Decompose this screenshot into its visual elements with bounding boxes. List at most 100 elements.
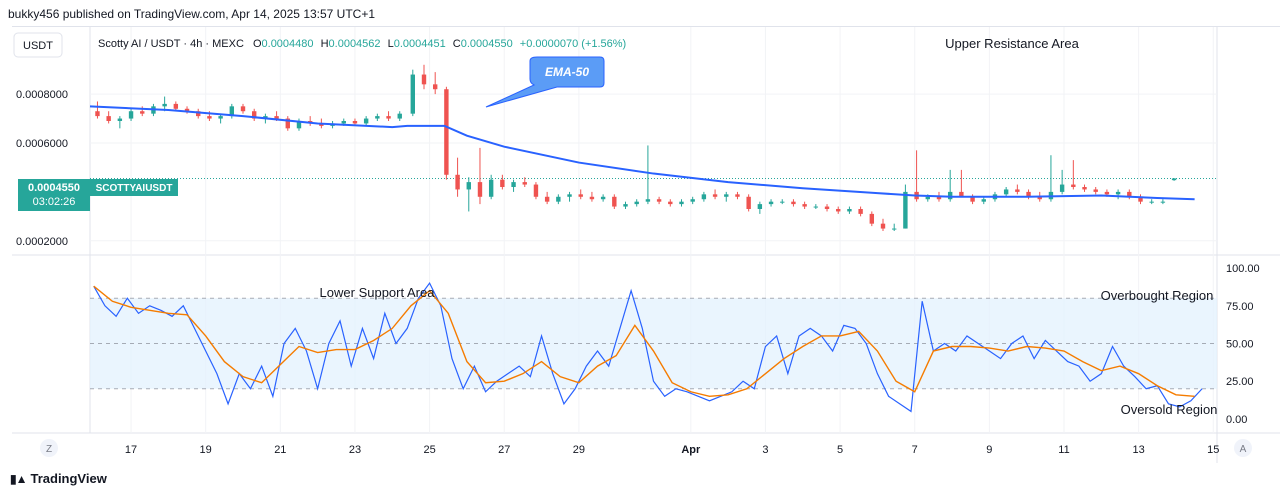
close-label: C (453, 38, 461, 50)
rsi-axis: 0.00 25.00 50.00 75.00 100.00 (1226, 263, 1260, 426)
price-tick-label: 0.0008000 (16, 89, 68, 101)
current-price-value: 0.0004550 (28, 182, 80, 194)
candle-body (1026, 191, 1031, 197)
candle-body (240, 106, 246, 112)
close-value: 0.0004550 (461, 38, 513, 50)
candle-body (813, 206, 819, 208)
open-label: O (253, 38, 262, 50)
ticker-badge[interactable]: SCOTTYAIUSDT (90, 179, 178, 196)
candle-body (847, 209, 852, 212)
candle-body (578, 194, 583, 197)
time-tick-label: 7 (912, 444, 918, 456)
candle-body (421, 74, 427, 85)
rsi-tick-label: 75.00 (1226, 301, 1254, 313)
countdown-timer: 03:02:26 (33, 196, 76, 208)
candle-body (455, 174, 460, 190)
candle-body (1071, 184, 1076, 187)
time-tick-label: 29 (573, 444, 585, 456)
currency-button[interactable] (13, 32, 63, 58)
tradingview-logo[interactable]: ▮▲ TradingView (10, 471, 107, 486)
candle-body (567, 194, 572, 197)
candle-body (757, 204, 763, 209)
candle-body (477, 182, 483, 197)
rsi-tick-label: 50.00 (1226, 338, 1254, 350)
candle-body (140, 111, 145, 114)
z-button-label: Z (46, 444, 52, 455)
ema-callout-label: EMA-50 (545, 65, 589, 79)
price-axis: 0.0002000 0.0006000 0.0008000 (16, 89, 68, 248)
candle-body (544, 196, 550, 202)
currency-button-label: USDT (23, 40, 53, 52)
upper-resistance-label[interactable]: Upper Resistance Area (945, 36, 1079, 51)
candle-body (1127, 191, 1132, 197)
candle-body (444, 89, 449, 175)
symbol-name: Scotty AI / USDT · 4h · MEXC (98, 38, 244, 50)
time-tick-label: 23 (349, 444, 361, 456)
lower-support-label[interactable]: Lower Support Area (320, 285, 436, 300)
candle-body (432, 84, 438, 90)
candle-body (959, 191, 964, 197)
ema-50-line (89, 105, 1195, 201)
candle-body (836, 209, 841, 212)
candle-body (925, 196, 930, 200)
time-axis: 17 19 21 23 25 27 29 Apr 3 5 7 9 11 13 15 (125, 444, 1219, 456)
auto-scale-button[interactable] (1234, 439, 1252, 457)
candle-body (500, 179, 505, 187)
ema-callout-bubble[interactable] (485, 56, 605, 108)
candle-body (1149, 201, 1154, 203)
rsi-tick-label: 100.00 (1226, 263, 1260, 275)
candle-body (173, 103, 179, 109)
current-price-badge[interactable]: 0.0004550 03:02:26 (18, 179, 90, 211)
change-value: +0.0000070 (+1.56%) (520, 38, 626, 50)
candle-body (612, 196, 617, 207)
time-tick-label: 5 (837, 444, 843, 456)
candle-body (319, 123, 324, 126)
rsi-ma-line (93, 285, 1195, 398)
time-tick-label: 3 (762, 444, 768, 456)
open-value: 0.0004480 (262, 38, 314, 50)
candle-body (1037, 196, 1042, 200)
candle-body (95, 111, 100, 117)
z-button[interactable] (40, 439, 58, 457)
low-value: 0.0004451 (394, 38, 446, 50)
candle-body (1138, 196, 1143, 202)
candle-body (735, 194, 740, 197)
candle-body (556, 196, 561, 202)
candle-body (623, 204, 628, 207)
candle-body (947, 191, 953, 200)
candle-body (1160, 201, 1166, 203)
candle-body (218, 116, 223, 119)
candle-body (511, 182, 516, 187)
candle-body (106, 116, 111, 121)
candle-body (903, 191, 908, 229)
candle-body (285, 118, 290, 129)
candle-body (117, 118, 123, 121)
candle-body (869, 213, 875, 224)
candle-body (1093, 189, 1098, 192)
candle-body (791, 201, 796, 205)
candle-body (981, 199, 986, 202)
ticker-label: SCOTTYAIUSDT (96, 183, 173, 194)
candle-body (251, 111, 257, 119)
candle-body (858, 209, 863, 214)
time-tick-label: 27 (498, 444, 510, 456)
candle-body (936, 196, 942, 200)
symbol-legend[interactable]: Scotty AI / USDT · 4h · MEXC O0.0004480 … (98, 38, 626, 50)
time-tick-label: 25 (423, 444, 435, 456)
chart-frame[interactable]: 0.0002000 0.0006000 0.0008000 0.00 25.00 50.… (12, 26, 1280, 463)
candle-body (645, 199, 651, 202)
overbought-label[interactable]: Overbought Region (1101, 288, 1214, 303)
oversold-label[interactable]: Oversold Region (1121, 402, 1218, 417)
candle-body (634, 201, 639, 205)
candle-body (679, 201, 684, 205)
candles (95, 64, 1177, 231)
candle-body (162, 103, 167, 107)
candle-body (880, 223, 886, 229)
candle-body (363, 118, 369, 124)
candle-body (802, 204, 807, 207)
candle-body (466, 182, 471, 190)
candle-body (746, 196, 751, 209)
time-tick-label: 11 (1058, 444, 1069, 456)
candle-body (352, 121, 358, 124)
